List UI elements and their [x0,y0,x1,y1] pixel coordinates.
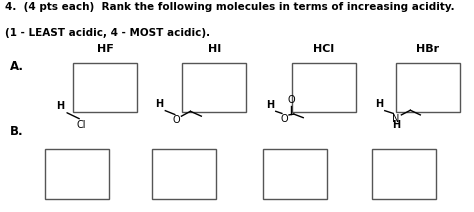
Bar [396,63,460,112]
Text: Cl: Cl [76,120,86,130]
Bar [263,149,327,199]
Text: HBr: HBr [416,44,439,54]
Text: HF: HF [97,44,114,54]
Text: H: H [392,120,400,130]
Bar [182,63,246,112]
Text: (1 - LEAST acidic, 4 - MOST acidic).: (1 - LEAST acidic, 4 - MOST acidic). [5,28,210,38]
Text: O: O [281,114,288,124]
Text: HCl: HCl [313,44,334,54]
Text: O: O [287,95,295,105]
Text: H: H [155,99,163,109]
Bar [152,149,216,199]
Text: O: O [173,115,181,125]
Bar [292,63,356,112]
Text: H: H [266,100,274,110]
Bar [45,149,109,199]
Bar [372,149,436,199]
Text: H: H [56,101,64,111]
Text: A.: A. [9,60,24,73]
Bar [73,63,137,112]
Text: B.: B. [9,125,23,138]
Text: HI: HI [208,44,221,54]
Text: 4.  (4 pts each)  Rank the following molecules in terms of increasing acidity.: 4. (4 pts each) Rank the following molec… [5,2,455,12]
Text: N: N [392,114,399,124]
Text: H: H [375,99,383,109]
